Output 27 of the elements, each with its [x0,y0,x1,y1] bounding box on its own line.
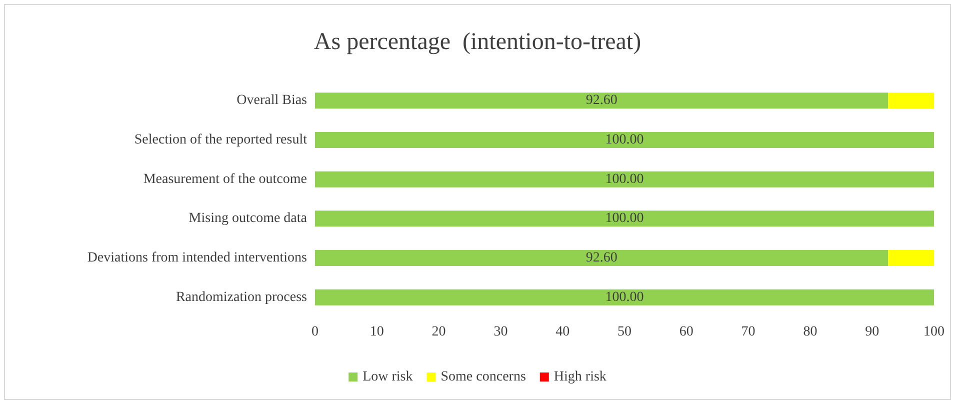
x-tick-label: 90 [865,324,880,340]
y-tick-label: Measurement of the outcome [143,172,307,187]
x-tick-label: 30 [494,324,508,340]
x-tick-label: 50 [618,324,632,340]
x-tick-label: 0 [312,324,318,340]
data-label: 92.60 [586,93,618,108]
y-tick-label: Randomization process [176,290,307,305]
data-label: 100.00 [605,132,644,148]
y-tick-label: Selection of the reported result [134,132,308,148]
data-label: 100.00 [605,211,644,226]
legend-label: High risk [554,370,606,384]
x-tick-label: 40 [556,324,570,340]
x-tick-label: 10 [370,324,384,340]
y-tick-label: Mising outcome data [188,211,308,226]
x-tick-label: 20 [432,324,446,340]
x-tick-label: 60 [679,324,694,340]
data-label: 100.00 [605,290,644,305]
chart-title: As percentage (intention-to-treat) [314,29,642,55]
y-tick-label: Deviations from intended interventions [87,250,307,266]
data-label: 92.60 [586,250,618,266]
legend-label: Some concerns [440,370,526,384]
x-tick-label: 80 [803,324,818,340]
x-tick-label: 70 [741,324,756,340]
x-tick-label: 100 [924,324,944,340]
data-label: 100.00 [605,172,644,187]
y-tick-label: Overall Bias [236,93,307,108]
legend-label: Low risk [362,370,413,384]
